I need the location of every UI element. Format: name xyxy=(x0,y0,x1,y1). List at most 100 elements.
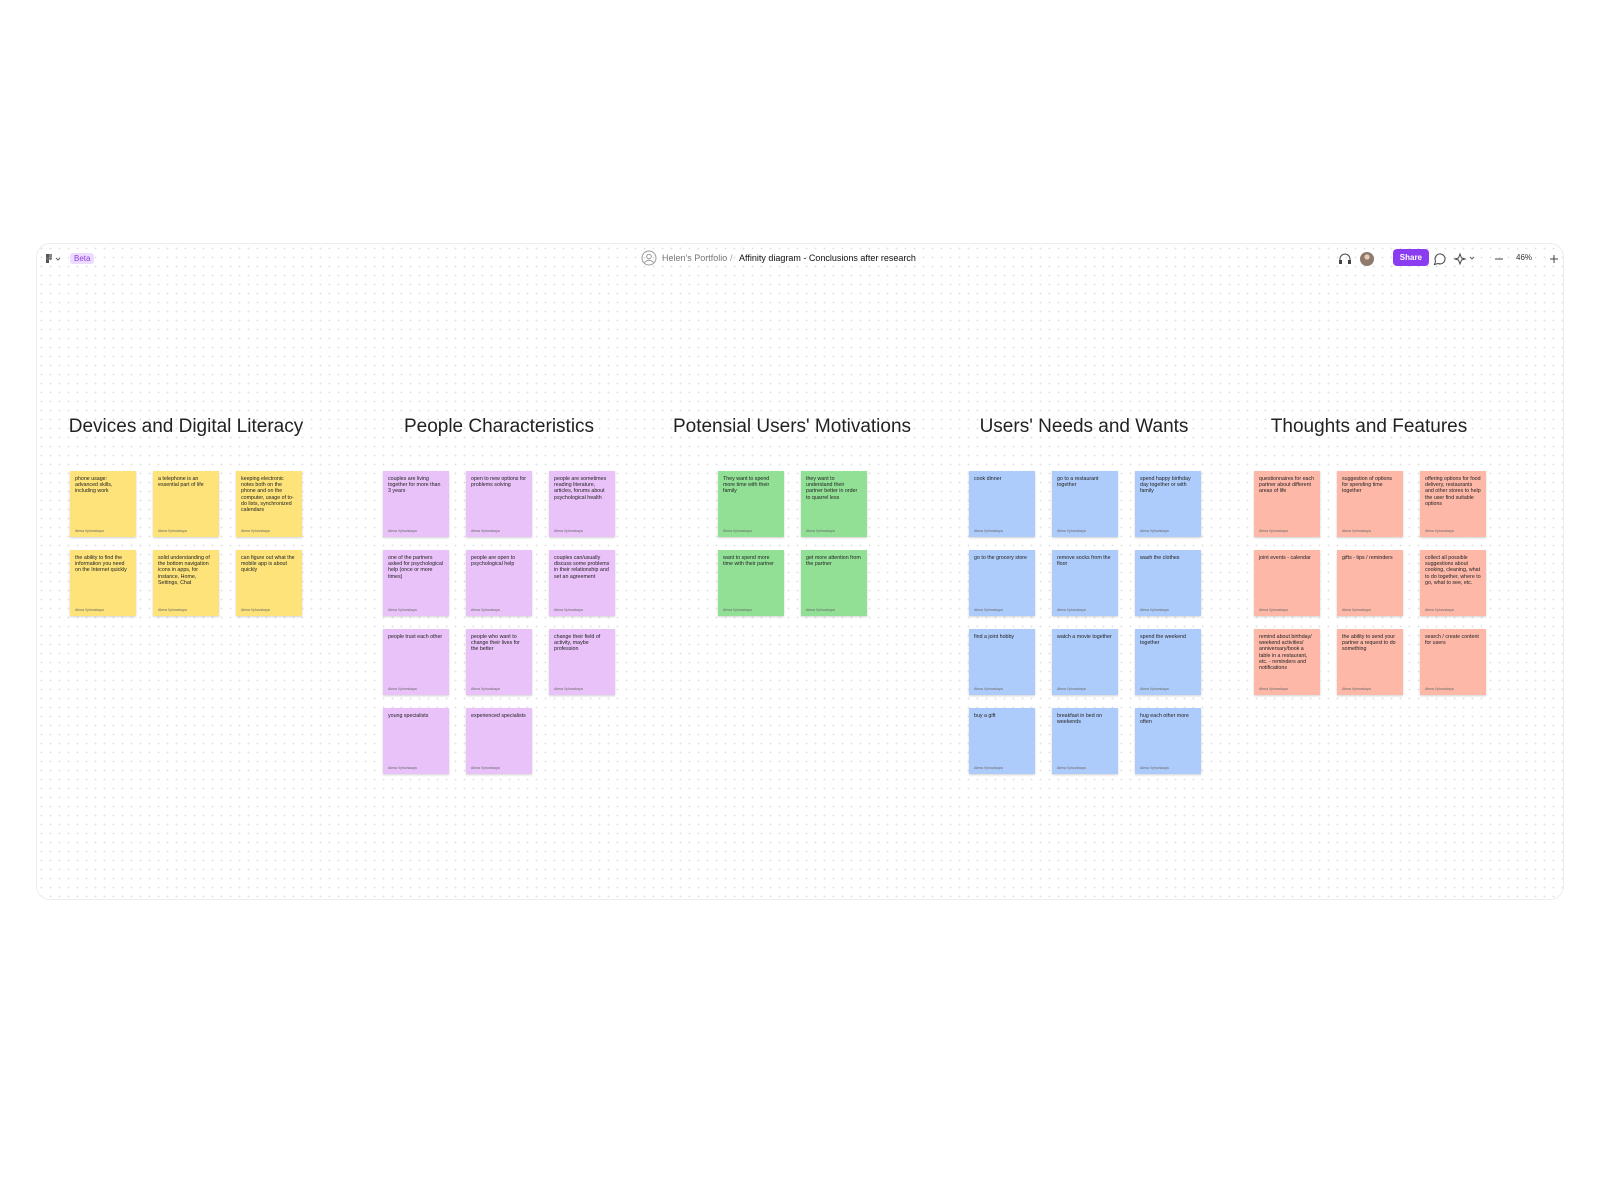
note-text: go to a restaurant together xyxy=(1057,476,1099,489)
sticky-note[interactable]: keeping electronic notes both on the pho… xyxy=(236,471,302,537)
sticky-note[interactable]: a telephone is an essential part of life… xyxy=(153,471,219,537)
sticky-note[interactable]: breakfast in bed on weekends Alena Vyhovs… xyxy=(1052,708,1118,774)
note-author: Alena Vyhovskaya xyxy=(1057,529,1086,533)
note-text: wash the clothes xyxy=(1140,555,1180,561)
sticky-note[interactable]: wash the clothes Alena Vyhovskaya xyxy=(1135,550,1201,616)
sticky-note[interactable]: the ability to send your partner a reque… xyxy=(1337,629,1403,695)
note-author: Alena Vyhovskaya xyxy=(806,529,835,533)
sticky-note[interactable]: the ability to find the information you … xyxy=(70,550,136,616)
note-text: want to spend more time with their partn… xyxy=(723,555,774,568)
workspace-name[interactable]: Helen's Portfolio xyxy=(662,253,728,263)
sticky-note[interactable]: couples can/usually discuss some problem… xyxy=(549,550,615,616)
note-text: find a joint hobby xyxy=(974,634,1015,640)
note-author: Alena Vyhovskaya xyxy=(158,608,187,612)
note-text: can figure out what the mobile app is ab… xyxy=(241,555,295,574)
sticky-note[interactable]: spend the weekend together Alena Vyhovska… xyxy=(1135,629,1201,695)
note-author: Alena Vyhovskaya xyxy=(1140,766,1169,770)
sticky-note[interactable]: remind about birthday/ weekend activitie… xyxy=(1254,629,1320,695)
note-text: change their field of activity, maybe pr… xyxy=(554,634,601,653)
note-author: Alena Vyhovskaya xyxy=(554,529,583,533)
beta-badge: Beta xyxy=(70,253,95,264)
sticky-note[interactable]: get more attention from the partner Alena… xyxy=(801,550,867,616)
sticky-note[interactable]: go to a restaurant together Alena Vyhovsk… xyxy=(1052,471,1118,537)
note-text: spend happy birthday day together or wit… xyxy=(1140,476,1191,495)
note-author: Alena Vyhovskaya xyxy=(158,529,187,533)
sticky-note[interactable]: experienced specialists Alena Vyhovskaya xyxy=(466,708,532,774)
note-text: get more attention from the partner xyxy=(806,555,861,568)
sticky-note[interactable]: offering options for food delivery, rest… xyxy=(1420,471,1486,537)
note-text: suggestion of options for spending time … xyxy=(1342,476,1393,495)
note-author: Alena Vyhovskaya xyxy=(75,608,104,612)
sticky-note[interactable]: they want to understand their partner be… xyxy=(801,471,867,537)
sticky-note[interactable]: go to the grocery store Alena Vyhovskaya xyxy=(969,550,1035,616)
note-author: Alena Vyhovskaya xyxy=(1057,766,1086,770)
note-text: keeping electronic notes both on the pho… xyxy=(241,476,294,514)
note-text: search / create content for users xyxy=(1425,634,1479,647)
sticky-note[interactable]: people are sometimes reading literature,… xyxy=(549,471,615,537)
note-author: Alena Vyhovskaya xyxy=(241,529,270,533)
sticky-note[interactable]: suggestion of options for spending time … xyxy=(1337,471,1403,537)
sticky-note[interactable]: search / create content for users Alena V… xyxy=(1420,629,1486,695)
note-text: collect all possible suggestions about c… xyxy=(1425,555,1481,586)
note-author: Alena Vyhovskaya xyxy=(974,687,1003,691)
sticky-note[interactable]: one of the partners asked for psychologi… xyxy=(383,550,449,616)
note-author: Alena Vyhovskaya xyxy=(1259,608,1288,612)
note-author: Alena Vyhovskaya xyxy=(1425,529,1454,533)
note-text: couples are living together for more tha… xyxy=(388,476,441,495)
zoom-in[interactable] xyxy=(1547,251,1561,267)
column-title: Potensial Users' Motivations xyxy=(672,416,912,437)
sticky-note[interactable]: buy a gift Alena Vyhovskaya xyxy=(969,708,1035,774)
note-text: people are open to psychological help xyxy=(471,555,516,568)
note-text: a telephone is an essential part of life xyxy=(158,476,204,489)
sticky-note[interactable]: can figure out what the mobile app is ab… xyxy=(236,550,302,616)
sticky-note[interactable]: questionnaires for each partner about di… xyxy=(1254,471,1320,537)
sticky-note[interactable]: phone usage: advanced skills, including … xyxy=(70,471,136,537)
sticky-note[interactable]: cook dinner Alena Vyhovskaya xyxy=(969,471,1035,537)
note-author: Alena Vyhovskaya xyxy=(974,766,1003,770)
sticky-note[interactable]: gifts - tips / reminders Alena Vyhovskaya xyxy=(1337,550,1403,616)
sticky-note[interactable]: remove socks from the floor Alena Vyhovsk… xyxy=(1052,550,1118,616)
note-text: the ability to find the information you … xyxy=(75,555,127,574)
sticky-note[interactable]: young specialists Alena Vyhovskaya xyxy=(383,708,449,774)
note-author: Alena Vyhovskaya xyxy=(974,529,1003,533)
sticky-note[interactable]: people are open to psychological help Ale… xyxy=(466,550,532,616)
sticky-note[interactable]: watch a movie together Alena Vyhovskaya xyxy=(1052,629,1118,695)
share-button[interactable]: Share xyxy=(1392,249,1429,266)
audio-and-avatar[interactable] xyxy=(1337,251,1377,267)
note-author: Alena Vyhovskaya xyxy=(1425,687,1454,691)
zoom-out[interactable] xyxy=(1492,251,1506,267)
note-author: Alena Vyhovskaya xyxy=(1140,529,1169,533)
column-title: Thoughts and Features xyxy=(1270,416,1468,437)
sticky-note[interactable]: solid understanding of the bottom naviga… xyxy=(153,550,219,616)
sticky-note[interactable]: want to spend more time with their partn… xyxy=(718,550,784,616)
sticky-note[interactable]: find a joint hobby Alena Vyhovskaya xyxy=(969,629,1035,695)
note-text: open to new options for problems solving xyxy=(471,476,527,489)
file-name[interactable]: Affinity diagram - Conclusions after res… xyxy=(739,253,916,263)
note-text: offering options for food delivery, rest… xyxy=(1425,476,1481,507)
note-author: Alena Vyhovskaya xyxy=(471,529,500,533)
sticky-note[interactable]: people trust each other Alena Vyhovskaya xyxy=(383,629,449,695)
note-author: Alena Vyhovskaya xyxy=(471,608,500,612)
zoom-level[interactable]: 46% xyxy=(1516,253,1533,262)
note-author: Alena Vyhovskaya xyxy=(1057,608,1086,612)
note-text: solid understanding of the bottom naviga… xyxy=(158,555,210,586)
sticky-note[interactable]: collect all possible suggestions about c… xyxy=(1420,550,1486,616)
sticky-note[interactable]: people who want to change their lives fo… xyxy=(466,629,532,695)
sticky-note[interactable]: spend happy birthday day together or wit… xyxy=(1135,471,1201,537)
sticky-note[interactable]: joint events - calendar Alena Vyhovskaya xyxy=(1254,550,1320,616)
sticky-note[interactable]: couples are living together for more tha… xyxy=(383,471,449,537)
note-author: Alena Vyhovskaya xyxy=(554,687,583,691)
sticky-note[interactable]: open to new options for problems solving… xyxy=(466,471,532,537)
note-text: buy a gift xyxy=(974,713,996,719)
app-menu[interactable] xyxy=(45,253,65,265)
note-author: Alena Vyhovskaya xyxy=(723,608,752,612)
note-text: the ability to send your partner a reque… xyxy=(1342,634,1396,653)
sticky-note[interactable]: hug each other more often Alena Vyhovskay… xyxy=(1135,708,1201,774)
sticky-note[interactable]: They want to spend more time with their … xyxy=(718,471,784,537)
note-author: Alena Vyhovskaya xyxy=(1140,608,1169,612)
workspace-avatar xyxy=(641,250,657,266)
sticky-note[interactable]: change their field of activity, maybe pr… xyxy=(549,629,615,695)
comment-and-ai[interactable] xyxy=(1432,251,1482,267)
note-text: one of the partners asked for psychologi… xyxy=(388,555,444,580)
